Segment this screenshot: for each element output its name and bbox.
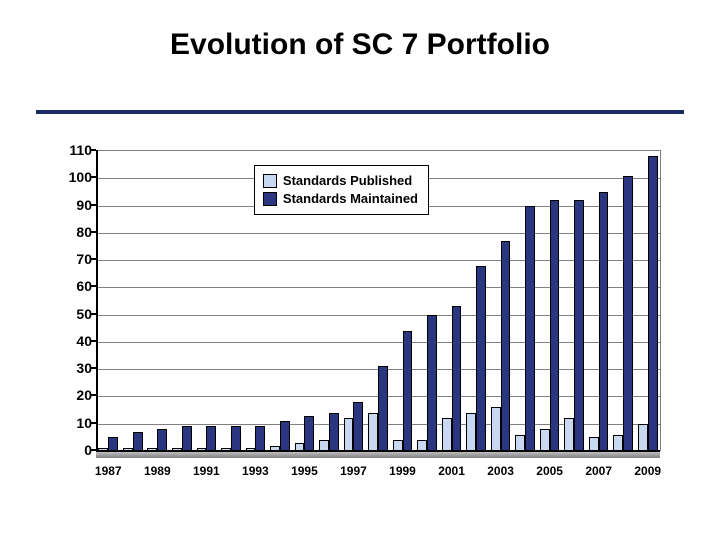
y-axis xyxy=(96,150,98,450)
bar-standards-published xyxy=(491,407,501,451)
bar-standards-maintained xyxy=(452,306,462,451)
bar-standards-published xyxy=(589,437,599,451)
x-tick-label: 2007 xyxy=(585,464,612,478)
x-tick-label: 1993 xyxy=(242,464,269,478)
bar-standards-maintained xyxy=(255,426,265,451)
bar-standards-published xyxy=(466,413,476,451)
legend-swatch-icon xyxy=(263,192,277,206)
bar-standards-published xyxy=(442,418,452,451)
x-tick-label: 1991 xyxy=(193,464,220,478)
bar-standards-maintained xyxy=(231,426,241,451)
legend-swatch-icon xyxy=(263,174,277,188)
y-tick-label: 0 xyxy=(60,442,92,458)
slide: Evolution of SC 7 Portfolio 0 10 20 30 40 50 6… xyxy=(0,0,720,540)
bar-standards-published xyxy=(515,435,525,451)
bar-standards-maintained xyxy=(574,200,584,451)
bar-standards-maintained xyxy=(304,416,314,451)
x-tick-label: 1989 xyxy=(144,464,171,478)
y-tick-label: 30 xyxy=(60,360,92,376)
bar-standards-maintained xyxy=(648,156,658,451)
x-tick-label: 1999 xyxy=(389,464,416,478)
bar-standards-maintained xyxy=(378,366,388,451)
y-tick-label: 70 xyxy=(60,251,92,267)
x-tick-label: 1987 xyxy=(95,464,122,478)
x-tick-label: 2001 xyxy=(438,464,465,478)
bar-standards-maintained xyxy=(157,429,167,451)
bar-standards-maintained xyxy=(280,421,290,451)
y-tick-label: 90 xyxy=(60,197,92,213)
bar-standards-maintained xyxy=(133,432,143,451)
bar-standards-maintained xyxy=(501,241,511,451)
x-tick-label: 1995 xyxy=(291,464,318,478)
bar-standards-maintained xyxy=(525,206,535,451)
portfolio-chart: 0102030405060708090100110 19871989199119… xyxy=(60,150,660,480)
x-tick-label: 2009 xyxy=(634,464,661,478)
bar-standards-maintained xyxy=(427,315,437,451)
y-tick-label: 40 xyxy=(60,333,92,349)
bar-standards-published xyxy=(564,418,574,451)
x-tick-label: 1997 xyxy=(340,464,367,478)
y-tick-label: 10 xyxy=(60,415,92,431)
bar-standards-published xyxy=(344,418,354,451)
legend-label: Standards Maintained xyxy=(283,190,418,208)
bar-standards-maintained xyxy=(182,426,192,451)
bar-standards-published xyxy=(368,413,378,451)
bar-standards-maintained xyxy=(206,426,216,451)
bar-standards-maintained xyxy=(623,176,633,451)
x-tick-label: 2005 xyxy=(536,464,563,478)
x-tick-label: 2003 xyxy=(487,464,514,478)
title-underline xyxy=(36,110,684,114)
bar-standards-published xyxy=(613,435,623,451)
y-tick-label: 100 xyxy=(60,169,92,185)
y-tick-label: 50 xyxy=(60,306,92,322)
bar-standards-maintained xyxy=(329,413,339,451)
y-tick-label: 20 xyxy=(60,387,92,403)
bar-standards-maintained xyxy=(403,331,413,451)
bar-standards-maintained xyxy=(550,200,560,451)
legend: Standards Published Standards Maintained xyxy=(254,165,429,215)
y-tick-label: 110 xyxy=(60,142,92,158)
y-tick-label: 80 xyxy=(60,224,92,240)
bar-standards-maintained xyxy=(476,266,486,451)
bar-standards-published xyxy=(638,424,648,451)
page-title: Evolution of SC 7 Portfolio xyxy=(0,28,720,62)
bar-standards-maintained xyxy=(353,402,363,451)
x-axis xyxy=(96,450,660,458)
legend-item-maintained: Standards Maintained xyxy=(263,190,418,208)
legend-item-published: Standards Published xyxy=(263,172,418,190)
bar-standards-published xyxy=(540,429,550,451)
bar-standards-maintained xyxy=(599,192,609,451)
y-tick-label: 60 xyxy=(60,278,92,294)
legend-label: Standards Published xyxy=(283,172,412,190)
bar-standards-maintained xyxy=(108,437,118,451)
